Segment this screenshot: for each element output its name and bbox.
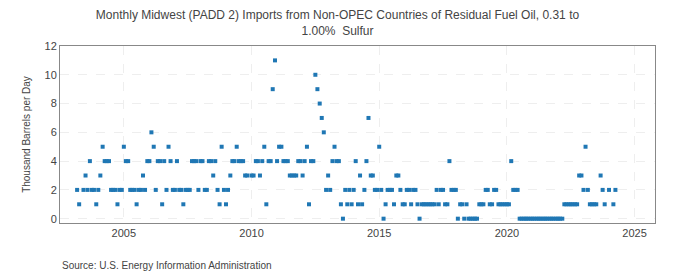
svg-text:4: 4 <box>51 155 57 167</box>
svg-text:2: 2 <box>51 184 57 196</box>
svg-text:8: 8 <box>51 97 57 109</box>
svg-text:10: 10 <box>45 69 57 81</box>
svg-text:Source: U.S. Energy Informatio: Source: U.S. Energy Information Administ… <box>62 260 272 271</box>
svg-text:2005: 2005 <box>112 227 136 239</box>
svg-text:Monthly Midwest (PADD 2) Impor: Monthly Midwest (PADD 2) Imports from No… <box>96 8 580 38</box>
svg-text:2020: 2020 <box>495 227 519 239</box>
svg-text:Thousand Barrels per Day: Thousand Barrels per Day <box>21 76 32 193</box>
svg-text:12: 12 <box>45 40 57 52</box>
svg-text:2010: 2010 <box>239 227 263 239</box>
svg-text:0: 0 <box>51 213 57 225</box>
svg-text:2025: 2025 <box>622 227 646 239</box>
svg-text:6: 6 <box>51 126 57 138</box>
svg-text:2015: 2015 <box>367 227 391 239</box>
